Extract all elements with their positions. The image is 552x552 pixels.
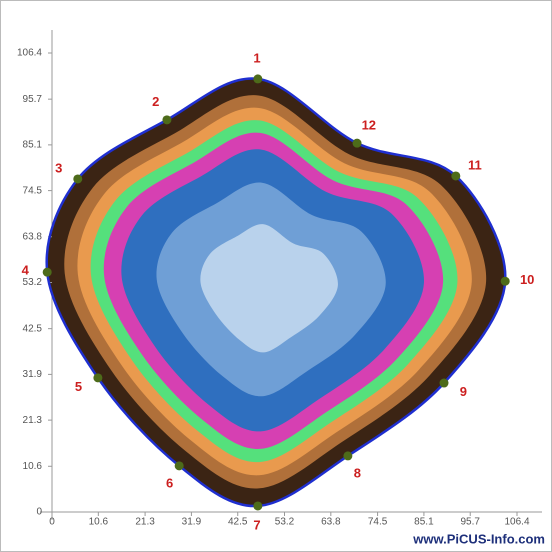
sensor-point [93, 373, 103, 383]
y-tick-label: 10.6 [23, 461, 43, 472]
y-tick-label: 63.8 [23, 231, 43, 242]
x-tick-label: 42.5 [228, 517, 248, 528]
x-tick-label: 95.7 [461, 517, 481, 528]
sensor-label: 11 [468, 157, 482, 172]
sensor-point [42, 267, 52, 277]
sensor-label: 8 [354, 465, 361, 480]
sensor-label: 6 [166, 475, 173, 490]
sensor-label: 9 [460, 384, 467, 399]
y-tick-label: 21.3 [23, 415, 43, 426]
y-tick-label: 85.1 [23, 140, 43, 151]
x-tick-label: 63.8 [321, 517, 341, 528]
watermark: www.PiCUS-Info.com [412, 531, 545, 546]
y-tick-label: 74.5 [23, 185, 43, 196]
sensor-label: 7 [253, 517, 260, 532]
x-tick-label: 31.9 [182, 517, 202, 528]
sensor-point [352, 138, 362, 148]
y-tick-label: 53.2 [23, 277, 43, 288]
sensor-point [343, 451, 353, 461]
sensor-point [174, 461, 184, 471]
sensor-label: 4 [22, 262, 30, 277]
sensor-label: 2 [152, 94, 159, 109]
sensor-point [162, 115, 172, 125]
sensor-label: 1 [253, 50, 260, 65]
y-tick-label: 0 [36, 507, 42, 518]
sensor-label: 12 [362, 118, 376, 133]
sensor-point [253, 501, 263, 511]
x-tick-label: 106.4 [504, 517, 529, 528]
tomogram [46, 78, 506, 507]
sensor-label: 3 [55, 160, 62, 175]
x-tick-label: 10.6 [89, 517, 109, 528]
x-tick-label: 74.5 [368, 517, 388, 528]
color-zone [200, 224, 338, 353]
sensor-point [439, 378, 449, 388]
x-tick-label: 0 [49, 517, 55, 528]
x-tick-label: 85.1 [414, 517, 434, 528]
y-tick-label: 106.4 [17, 48, 42, 59]
x-tick-label: 53.2 [275, 517, 295, 528]
sensor-point [253, 74, 263, 84]
sensor-label: 5 [75, 379, 82, 394]
x-tick-label: 21.3 [135, 517, 155, 528]
sensor-point [500, 276, 510, 286]
sensor-label: 10 [520, 272, 534, 287]
y-tick-label: 42.5 [23, 323, 43, 334]
sensor-point [451, 171, 461, 181]
sensor-point [73, 174, 83, 184]
y-tick-label: 95.7 [23, 94, 43, 105]
y-tick-label: 31.9 [23, 369, 43, 380]
